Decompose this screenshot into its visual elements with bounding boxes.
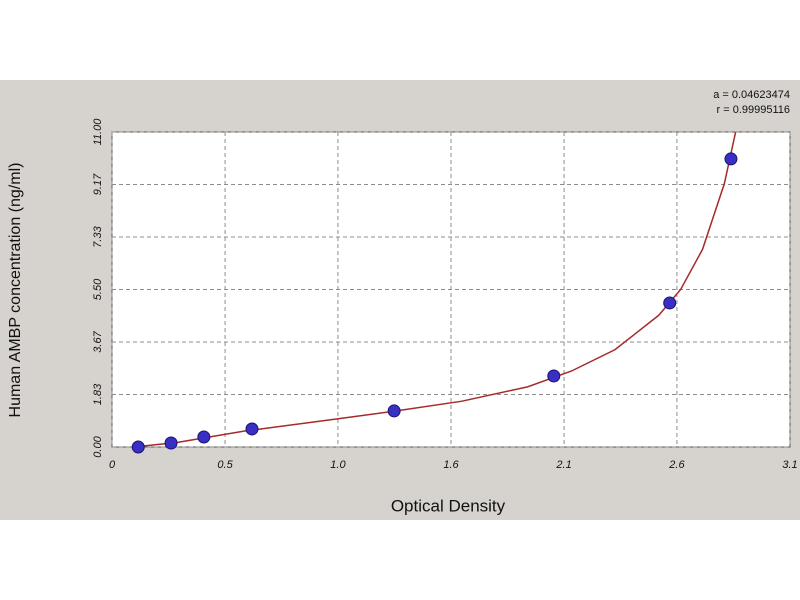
y-tick-label: 1.83 [92, 383, 104, 405]
y-tick-label: 3.67 [92, 330, 104, 352]
annotation: a = 0.04623474 [713, 89, 790, 101]
data-point [164, 436, 178, 450]
x-tick-label: 0 [109, 459, 116, 471]
x-tick-label: 0.5 [217, 459, 233, 471]
x-tick-label: 3.1 [782, 459, 797, 471]
y-tick-label: 9.17 [92, 173, 104, 195]
data-point [663, 296, 677, 310]
x-tick-label: 1.0 [330, 459, 346, 471]
x-tick-label: 1.6 [443, 459, 459, 471]
data-point [387, 404, 401, 418]
x-tick-label: 2.1 [555, 459, 571, 471]
data-point [131, 440, 145, 454]
y-tick-label: 0.00 [92, 435, 104, 457]
data-point [724, 152, 738, 166]
data-point [245, 422, 259, 436]
data-point [197, 430, 211, 444]
y-tick-label: 7.33 [92, 225, 104, 247]
data-point [547, 369, 561, 383]
x-axis-title: Optical Density [391, 496, 506, 515]
y-axis-title: Human AMBP concentration (ng/ml) [7, 163, 24, 418]
annotation: r = 0.99995116 [717, 104, 791, 116]
y-tick-label: 5.50 [92, 278, 104, 300]
x-tick-label: 2.6 [668, 459, 685, 471]
y-tick-label: 11.00 [92, 118, 104, 146]
